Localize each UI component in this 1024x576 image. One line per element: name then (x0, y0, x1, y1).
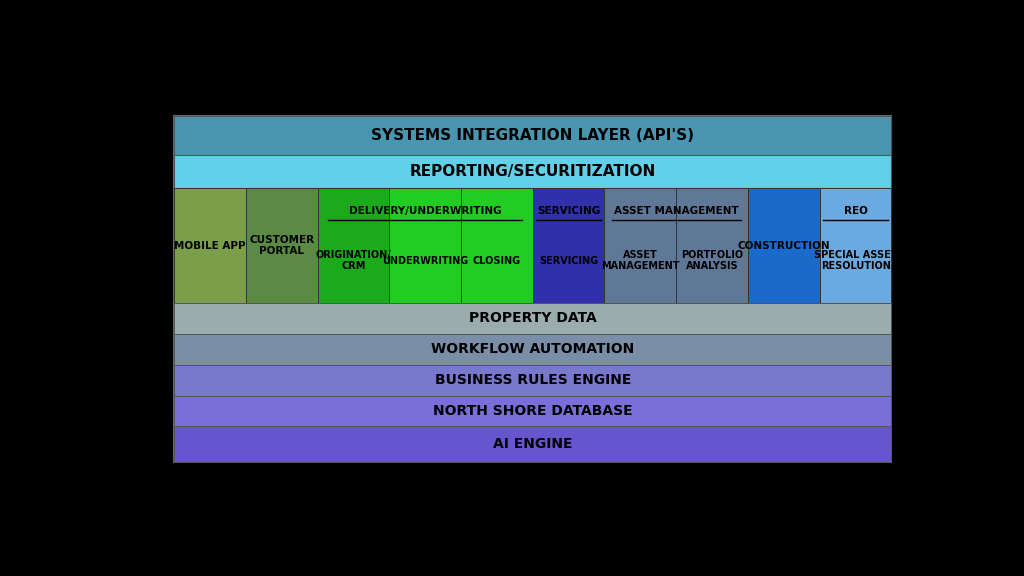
Text: PORTFOLIO
ANALYSIS: PORTFOLIO ANALYSIS (681, 250, 743, 271)
Text: SYSTEMS INTEGRATION LAYER (API'S): SYSTEMS INTEGRATION LAYER (API'S) (372, 128, 694, 143)
Bar (174, 396, 892, 426)
Bar (819, 188, 892, 303)
Bar (174, 156, 892, 188)
Text: AI ENGINE: AI ENGINE (493, 437, 572, 451)
Text: ASSET
MANAGEMENT: ASSET MANAGEMENT (601, 250, 680, 271)
Text: BUSINESS RULES ENGINE: BUSINESS RULES ENGINE (434, 373, 631, 387)
Bar (174, 334, 892, 365)
Bar (461, 188, 532, 303)
Text: WORKFLOW AUTOMATION: WORKFLOW AUTOMATION (431, 342, 634, 357)
Text: CLOSING: CLOSING (473, 256, 521, 266)
Text: CONSTRUCTION: CONSTRUCTION (737, 241, 830, 251)
Bar (604, 188, 676, 303)
Text: ASSET MANAGEMENT: ASSET MANAGEMENT (613, 206, 738, 217)
Bar (317, 188, 389, 303)
Text: PROPERTY DATA: PROPERTY DATA (469, 312, 597, 325)
Text: SERVICING: SERVICING (537, 206, 600, 217)
Text: SPECIAL ASSET
RESOLUTION: SPECIAL ASSET RESOLUTION (814, 250, 897, 271)
Text: SERVICING: SERVICING (539, 256, 598, 266)
Bar (532, 188, 604, 303)
Text: NORTH SHORE DATABASE: NORTH SHORE DATABASE (433, 404, 633, 418)
Text: UNDERWRITING: UNDERWRITING (382, 256, 468, 266)
Text: MOBILE APP: MOBILE APP (174, 241, 246, 251)
Bar (174, 188, 246, 303)
Bar (389, 188, 461, 303)
Bar (676, 188, 748, 303)
Bar (748, 188, 819, 303)
Bar (174, 116, 892, 156)
Text: REPORTING/SECURITIZATION: REPORTING/SECURITIZATION (410, 164, 655, 179)
Text: ORIGINATION/
CRM: ORIGINATION/ CRM (315, 250, 391, 271)
Text: DELIVERY/UNDERWRITING: DELIVERY/UNDERWRITING (349, 206, 502, 217)
Text: CUSTOMER
PORTAL: CUSTOMER PORTAL (249, 235, 314, 256)
Bar (246, 188, 317, 303)
Bar (174, 303, 892, 334)
Text: REO: REO (844, 206, 867, 217)
Bar (174, 116, 892, 461)
Bar (174, 426, 892, 461)
Bar (174, 365, 892, 396)
